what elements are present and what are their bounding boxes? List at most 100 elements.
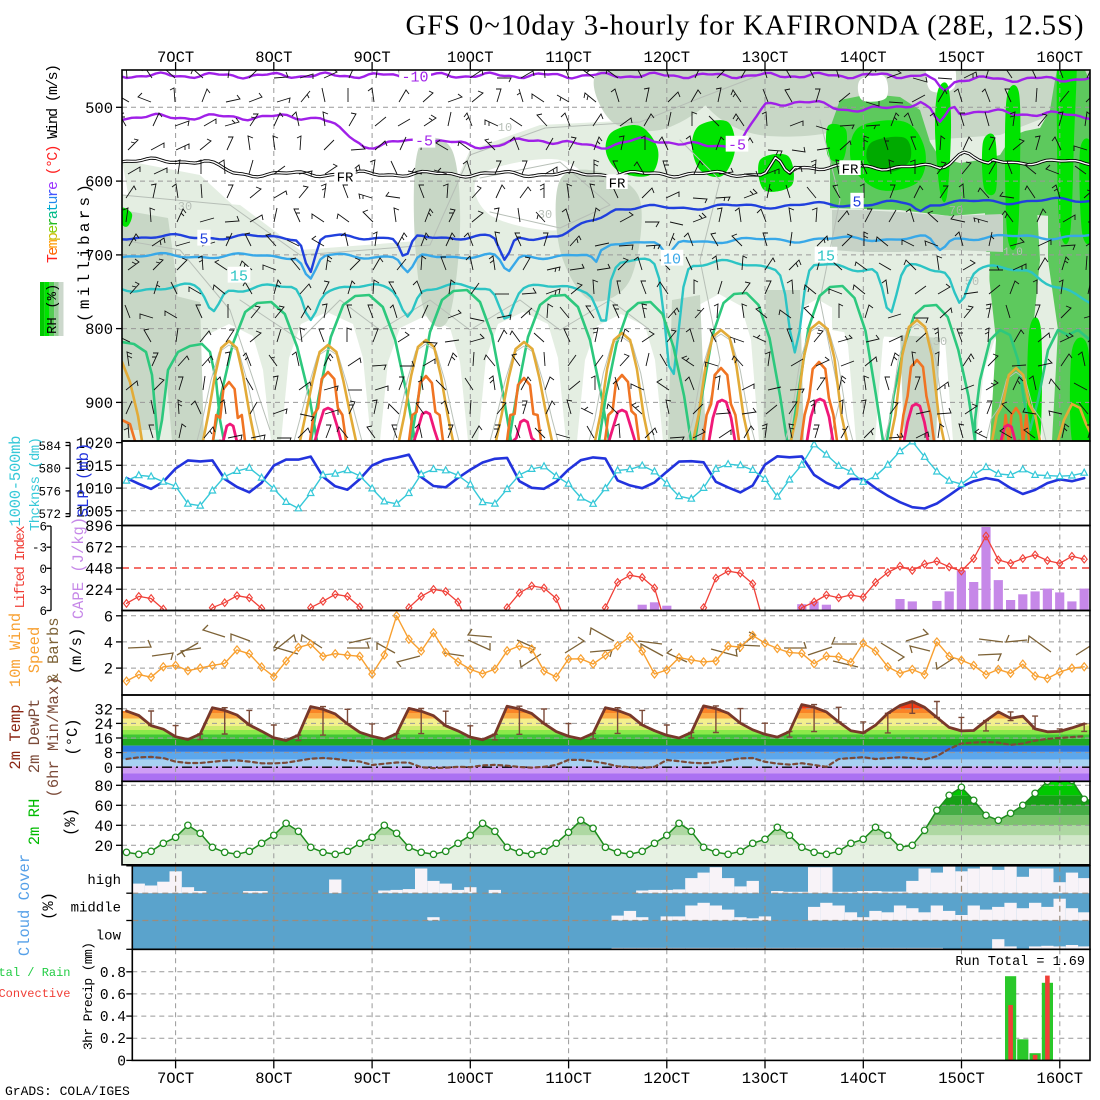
svg-text:11OCT: 11OCT — [545, 1070, 592, 1088]
svg-text:15: 15 — [230, 269, 248, 286]
svg-text:224: 224 — [85, 582, 113, 600]
svg-text:Temperature (°C) Wind (m/s): Temperature (°C) Wind (m/s) — [45, 64, 62, 263]
svg-text:1.0: 1.0 — [1003, 247, 1023, 259]
svg-text:10: 10 — [498, 121, 512, 135]
svg-text:3hr Precip (mm): 3hr Precip (mm) — [81, 942, 96, 1050]
svg-text:32: 32 — [94, 701, 113, 719]
svg-text:500: 500 — [85, 100, 113, 118]
svg-text:1000-500mb: 1000-500mb — [7, 436, 25, 527]
svg-text:GrADS: COLA/IGES: GrADS: COLA/IGES — [5, 1084, 130, 1099]
svg-text:4: 4 — [104, 635, 113, 653]
svg-text:16OCT: 16OCT — [1037, 49, 1084, 67]
svg-text:7OCT: 7OCT — [157, 49, 194, 67]
svg-text:576: 576 — [38, 485, 61, 499]
svg-text:low: low — [96, 928, 122, 944]
svg-text:6: 6 — [39, 605, 47, 619]
svg-text:60: 60 — [94, 798, 113, 816]
svg-text:10OCT: 10OCT — [447, 49, 494, 67]
svg-text:9OCT: 9OCT — [353, 1070, 390, 1088]
svg-text:GFS 0~10day 3-hourly for KAFIR: GFS 0~10day 3-hourly for KAFIRONDA (28E,… — [405, 11, 1084, 42]
svg-text:(%): (%) — [62, 808, 80, 836]
svg-text:20: 20 — [94, 838, 113, 856]
svg-text:70: 70 — [949, 204, 963, 218]
svg-text:2: 2 — [104, 661, 113, 679]
svg-text:Speed: Speed — [26, 627, 44, 674]
svg-text:0.4: 0.4 — [100, 1010, 126, 1026]
svg-text:10: 10 — [663, 252, 681, 269]
svg-text:7OCT: 7OCT — [157, 1070, 194, 1088]
svg-text:1005: 1005 — [76, 503, 113, 521]
svg-text:-3: -3 — [32, 542, 47, 556]
svg-text:800: 800 — [85, 321, 113, 339]
svg-text:Thcknss (dm): Thcknss (dm) — [28, 437, 44, 531]
svg-text:580: 580 — [38, 463, 61, 477]
svg-text:(°C): (°C) — [64, 718, 82, 755]
svg-text:600: 600 — [85, 174, 113, 192]
svg-text:8OCT: 8OCT — [255, 1070, 292, 1088]
svg-text:10m Wind: 10m Wind — [7, 613, 25, 687]
svg-text:30: 30 — [933, 335, 947, 349]
svg-text:middle: middle — [71, 901, 121, 917]
svg-text:(millibars): (millibars) — [76, 184, 94, 322]
svg-text:572: 572 — [38, 508, 61, 522]
svg-text:1015: 1015 — [76, 458, 113, 476]
svg-text:584: 584 — [38, 440, 61, 454]
svg-text:5: 5 — [199, 232, 208, 249]
svg-text:11OCT: 11OCT — [545, 49, 592, 67]
svg-text:(m/s): (m/s) — [68, 628, 86, 675]
svg-text:0: 0 — [117, 1054, 126, 1070]
svg-text:0.2: 0.2 — [100, 1032, 126, 1048]
svg-text:896: 896 — [85, 518, 113, 536]
svg-text:2m Temp: 2m Temp — [7, 704, 25, 769]
svg-text:13OCT: 13OCT — [742, 1070, 789, 1088]
svg-text:6: 6 — [104, 608, 113, 626]
svg-text:Total / Rain: Total / Rain — [0, 966, 71, 980]
svg-text:high: high — [87, 873, 121, 889]
svg-text:-5: -5 — [728, 138, 746, 155]
svg-text:3: 3 — [39, 584, 47, 598]
svg-text:& Barbs: & Barbs — [45, 617, 63, 682]
svg-text:Convective: Convective — [0, 987, 71, 1001]
svg-text:RH (%): RH (%) — [45, 284, 61, 334]
svg-text:700: 700 — [85, 247, 113, 265]
svg-text:24: 24 — [94, 716, 113, 734]
svg-text:5: 5 — [852, 195, 861, 212]
svg-text:0.6: 0.6 — [100, 988, 126, 1004]
svg-text:14OCT: 14OCT — [840, 49, 887, 67]
svg-text:1010: 1010 — [76, 481, 113, 499]
svg-text:16OCT: 16OCT — [1037, 1070, 1084, 1088]
svg-text:8: 8 — [104, 745, 113, 763]
svg-text:16: 16 — [94, 731, 113, 749]
svg-text:30: 30 — [538, 208, 552, 222]
svg-text:0.8: 0.8 — [100, 966, 126, 982]
svg-text:Cloud Cover: Cloud Cover — [16, 854, 34, 956]
svg-text:Run Total = 1.69: Run Total = 1.69 — [955, 955, 1085, 970]
svg-text:12OCT: 12OCT — [644, 1070, 691, 1088]
svg-text:FR: FR — [337, 170, 354, 186]
svg-text:672: 672 — [85, 539, 113, 557]
svg-text:2m RH: 2m RH — [26, 799, 44, 846]
svg-text:15OCT: 15OCT — [938, 49, 985, 67]
svg-text:40: 40 — [94, 818, 113, 836]
svg-text:15OCT: 15OCT — [938, 1070, 985, 1088]
svg-text:Lifted Index: Lifted Index — [13, 526, 29, 609]
svg-text:448: 448 — [85, 561, 113, 579]
svg-text:FR: FR — [609, 176, 626, 192]
svg-text:0: 0 — [39, 563, 47, 577]
svg-text:-10: -10 — [401, 70, 428, 87]
svg-text:2m DewPt: 2m DewPt — [26, 699, 44, 773]
svg-text:-6: -6 — [32, 521, 47, 535]
svg-text:14OCT: 14OCT — [840, 1070, 887, 1088]
svg-text:1020: 1020 — [76, 435, 113, 453]
svg-text:8OCT: 8OCT — [255, 49, 292, 67]
svg-text:0: 0 — [104, 760, 113, 778]
svg-text:-5: -5 — [415, 134, 433, 151]
svg-text:12OCT: 12OCT — [644, 49, 691, 67]
svg-text:FR: FR — [842, 162, 859, 178]
svg-text:13OCT: 13OCT — [742, 49, 789, 67]
svg-text:9OCT: 9OCT — [353, 49, 390, 67]
svg-text:(6hr Min/Max): (6hr Min/Max) — [45, 677, 63, 798]
svg-text:30: 30 — [178, 200, 192, 214]
svg-text:15: 15 — [817, 249, 835, 266]
svg-text:10OCT: 10OCT — [447, 1070, 494, 1088]
